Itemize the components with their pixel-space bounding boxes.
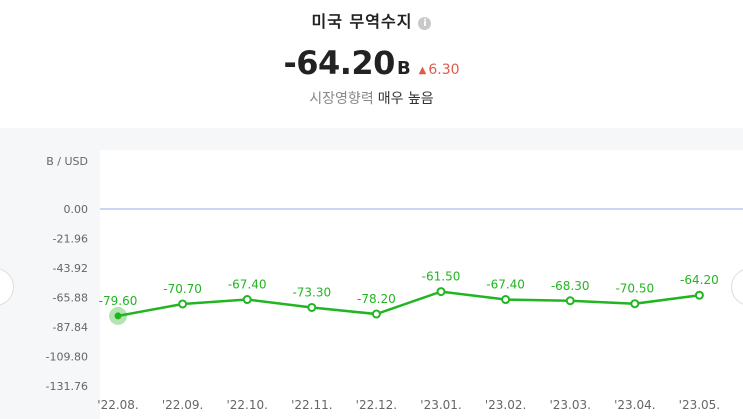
data-label: -67.40: [228, 278, 267, 292]
x-tick-label: '23.04.: [614, 398, 655, 412]
data-point[interactable]: [178, 299, 188, 309]
x-tick-label: '23.01.: [420, 398, 461, 412]
x-tick-label: '22.09.: [162, 398, 203, 412]
data-point[interactable]: [565, 296, 575, 306]
data-point[interactable]: [501, 295, 511, 305]
market-impact: 시장영향력 매우 높음: [0, 88, 743, 108]
data-point[interactable]: [371, 309, 381, 319]
plot-background: [100, 150, 743, 419]
data-points: [109, 287, 704, 325]
y-axis-unit-label: B / USD: [46, 155, 88, 168]
change-value: 6.30: [428, 62, 460, 78]
data-label: -73.30: [292, 285, 331, 299]
data-label: -70.50: [615, 282, 654, 296]
data-label: -68.30: [551, 279, 590, 293]
y-tick-label: -43.92: [53, 262, 88, 275]
triangle-up-icon: ▲: [418, 65, 427, 76]
indicator-title: 미국 무역수지: [311, 12, 413, 31]
data-point[interactable]: [436, 287, 446, 297]
y-tick-label: -87.84: [53, 321, 88, 334]
data-label: -78.20: [357, 292, 396, 306]
trade-balance-chart: B / USD 0.00 -21.96 -43.92 -65.88 -87.84 -109…: [46, 150, 743, 419]
data-point[interactable]: [242, 295, 252, 305]
data-label: -70.70: [163, 282, 202, 296]
x-tick-label: '22.11.: [291, 398, 332, 412]
y-axis-ticks: 0.00 -21.96 -43.92 -65.88 -87.84 -109.80 -131.…: [46, 203, 88, 393]
value-unit: B: [396, 58, 411, 79]
data-point[interactable]: [630, 299, 640, 309]
value-row: -64.20 B ▲ 6.30: [0, 44, 743, 82]
data-labels: -79.60 -70.70 -67.40 -73.30 -78.20 -61.50 -67.…: [99, 270, 719, 308]
info-icon[interactable]: i: [418, 17, 432, 30]
market-impact-value: 매우 높음: [377, 91, 434, 107]
market-impact-label: 시장영향력: [309, 91, 374, 107]
indicator-header: 미국 무역수지 i -64.20 B ▲ 6.30 시장영향력 매우 높음: [0, 0, 743, 128]
x-tick-label: '22.12.: [356, 398, 397, 412]
y-tick-label: 0.00: [64, 203, 89, 216]
change-indicator: ▲ 6.30: [419, 62, 460, 78]
y-tick-label: -109.80: [46, 351, 88, 364]
x-tick-label: '22.08.: [97, 398, 138, 412]
y-tick-label: -131.76: [46, 380, 88, 393]
data-point[interactable]: [694, 290, 704, 300]
data-label: -64.20: [680, 273, 719, 287]
data-label: -79.60: [99, 294, 138, 308]
x-axis-ticks: '22.08. '22.09. '22.10. '22.11. '22.12. '23.0…: [97, 398, 720, 412]
data-point[interactable]: [114, 312, 122, 320]
data-label: -61.50: [422, 270, 461, 284]
x-tick-label: '23.03.: [549, 398, 590, 412]
x-tick-label: '22.10.: [226, 398, 267, 412]
x-tick-label: '23.05.: [679, 398, 720, 412]
y-tick-label: -21.96: [53, 233, 88, 246]
title-row: 미국 무역수지 i: [0, 8, 743, 32]
current-value: -64.20: [283, 44, 395, 82]
data-label: -67.40: [486, 278, 525, 292]
data-point[interactable]: [307, 302, 317, 312]
series-line: [117, 290, 700, 318]
x-tick-label: '23.02.: [485, 398, 526, 412]
y-tick-label: -65.88: [53, 292, 88, 305]
